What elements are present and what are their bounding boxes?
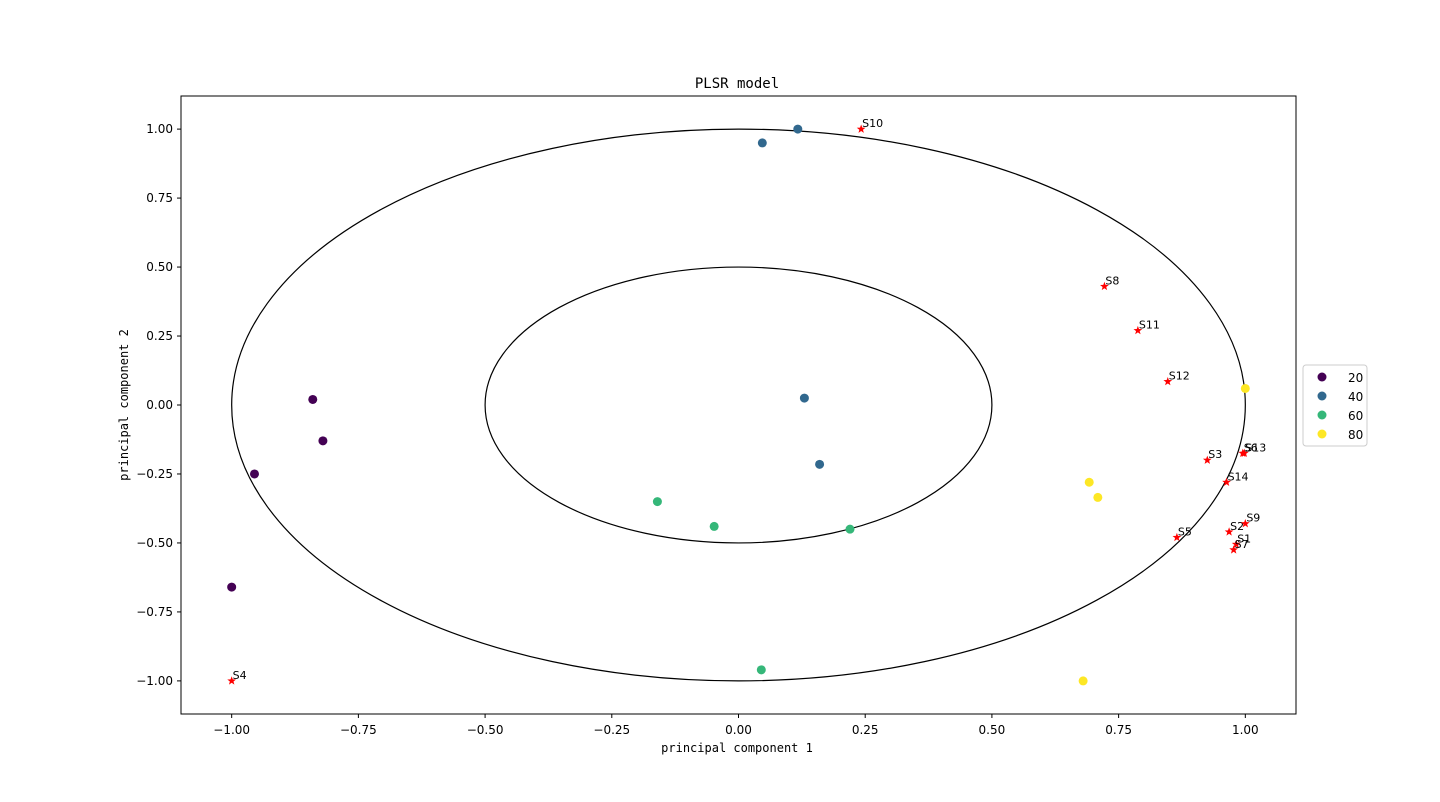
y-tick-label: −1.00: [136, 674, 173, 688]
x-tick-label: −0.75: [340, 723, 377, 737]
chart-title: PLSR model: [695, 76, 779, 92]
data-point-series-80: [1093, 492, 1103, 502]
x-tick-label: 0.00: [725, 723, 752, 737]
point-label-s8: S8: [1105, 274, 1119, 287]
x-axis-label: principal component 1: [661, 741, 813, 755]
point-label-s9: S9: [1246, 512, 1260, 525]
star-marker-s3: [1202, 455, 1212, 464]
legend-label-60: 60: [1348, 409, 1363, 423]
x-tick-label: 0.25: [852, 723, 879, 737]
data-point-series-40: [799, 393, 809, 403]
star-marker-s13: [1239, 448, 1249, 457]
legend-label-80: 80: [1348, 428, 1363, 442]
data-point-series-40: [793, 124, 803, 134]
data-point-series-80: [1078, 676, 1088, 686]
star-marker-s2: [1224, 527, 1234, 536]
y-axis-label: principal component 2: [117, 329, 131, 481]
reference-circle-r1: [231, 128, 1246, 682]
reference-circle-r0-5: [484, 266, 993, 544]
data-point-series-60: [845, 524, 855, 534]
data-point-series-40: [757, 138, 767, 148]
star-marker-s7: [1229, 545, 1239, 554]
y-tick-label: −0.50: [136, 536, 173, 550]
point-label-s2: S2: [1230, 520, 1244, 533]
star-marker-s5: [1172, 532, 1182, 542]
point-label-s3: S3: [1208, 448, 1222, 461]
x-tick-label: −0.50: [467, 723, 504, 737]
point-label-s4: S4: [233, 669, 247, 682]
legend-label-20: 20: [1348, 371, 1363, 385]
x-tick-label: 0.50: [979, 723, 1006, 737]
y-tick-label: 0.25: [146, 329, 173, 343]
legend: 20 40 60 80: [1302, 364, 1368, 447]
data-point-series-20: [249, 469, 259, 479]
star-marker-s10: [856, 124, 866, 133]
legend-label-40: 40: [1348, 390, 1363, 404]
data-point-series-80: [1084, 477, 1094, 487]
star-marker-s8: [1100, 281, 1109, 291]
x-tick-label: −1.00: [213, 723, 250, 737]
data-point-series-20: [308, 394, 318, 404]
data-point-series-60: [709, 521, 719, 531]
point-label-s1: S1: [1237, 532, 1251, 545]
star-marker-s9: [1240, 519, 1250, 528]
data-point-series-20: [318, 436, 328, 446]
point-label-s14: S14: [1228, 470, 1249, 483]
plot-area: −1.00 −0.75 −0.50 −0.25 0.00 0.25 0.50 0.75 1.00…: [136, 95, 1297, 737]
star-marker-s1: [1231, 539, 1241, 549]
y-tick-label: 0.50: [146, 260, 173, 274]
y-tick-label: 0.75: [146, 191, 173, 205]
data-point-series-80: [1240, 383, 1250, 393]
star-marker-s14: [1222, 477, 1231, 486]
point-label-s5: S5: [1178, 525, 1192, 538]
star-marker-s11: [1133, 325, 1143, 335]
point-label-s7: S7: [1235, 538, 1249, 551]
data-point-series-40: [815, 459, 825, 469]
data-point-series-60: [652, 497, 662, 507]
legend-marker-20: [1317, 372, 1327, 382]
y-tick-label: −0.25: [136, 467, 173, 481]
legend-marker-80: [1317, 429, 1327, 439]
y-tick-label: −0.75: [136, 605, 173, 619]
data-point-series-20: [227, 582, 237, 592]
legend-box: [1302, 364, 1368, 447]
point-label-s12: S12: [1169, 370, 1190, 383]
star-marker-s4: [227, 676, 237, 685]
point-label-s10: S10: [862, 117, 883, 130]
point-label-s6: S6: [1244, 441, 1258, 454]
x-tick-label: −0.25: [593, 723, 630, 737]
x-tick-label: 1.00: [1232, 723, 1259, 737]
x-tick-label: 0.75: [1105, 723, 1132, 737]
data-point-series-60: [756, 665, 766, 675]
legend-marker-60: [1317, 410, 1327, 420]
y-tick-label: 0.00: [146, 398, 173, 412]
legend-marker-40: [1317, 391, 1327, 401]
star-marker-s12: [1163, 376, 1173, 386]
point-label-s13: S13: [1245, 441, 1266, 454]
point-label-s11: S11: [1139, 319, 1160, 332]
y-tick-label: 1.00: [146, 122, 173, 136]
